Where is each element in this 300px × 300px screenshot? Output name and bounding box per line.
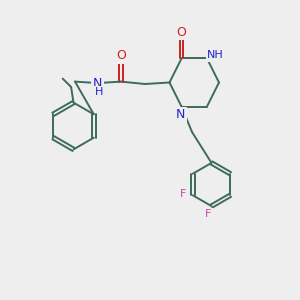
Text: F: F (180, 189, 186, 199)
Text: O: O (116, 49, 126, 62)
Text: NH: NH (207, 50, 224, 61)
Text: N: N (176, 108, 186, 122)
Text: O: O (177, 26, 186, 39)
Text: H: H (95, 87, 103, 97)
Text: N: N (93, 76, 102, 90)
Text: F: F (205, 209, 212, 219)
